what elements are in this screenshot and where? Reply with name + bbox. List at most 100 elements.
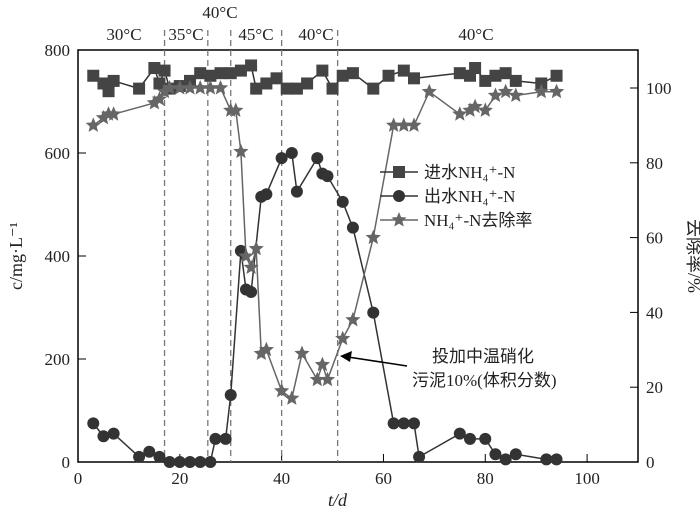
y-tick-label: 800 bbox=[45, 41, 71, 60]
star-point bbox=[487, 87, 504, 102]
square-point bbox=[133, 82, 146, 95]
temperature-label: 40°C bbox=[458, 25, 493, 44]
star-point bbox=[238, 248, 254, 263]
star-point bbox=[151, 91, 168, 106]
square-point bbox=[550, 69, 563, 82]
circle-point bbox=[397, 417, 410, 430]
circle-point bbox=[499, 453, 512, 466]
circle-point bbox=[336, 195, 349, 208]
circle-point bbox=[204, 456, 217, 468]
y2-tick-label: 60 bbox=[646, 229, 663, 248]
star-point bbox=[228, 102, 244, 117]
circle-point bbox=[133, 450, 146, 463]
y-tick-label: 400 bbox=[45, 247, 71, 266]
square-point bbox=[326, 82, 339, 95]
star-point bbox=[498, 83, 514, 99]
circle-point bbox=[367, 306, 380, 319]
star-point bbox=[548, 83, 565, 99]
star-point bbox=[462, 102, 478, 117]
y2-tick-label: 100 bbox=[646, 79, 672, 98]
star-point bbox=[146, 95, 162, 110]
x-tick-label: 80 bbox=[477, 469, 494, 488]
star-point bbox=[192, 80, 208, 95]
star-point bbox=[85, 117, 101, 132]
square-point bbox=[290, 82, 303, 95]
star-point bbox=[95, 109, 112, 125]
circle-point bbox=[509, 448, 522, 461]
star-point bbox=[467, 98, 483, 114]
star-point bbox=[182, 80, 198, 95]
y-tick-label: 200 bbox=[45, 350, 71, 369]
legend-label: NH₄⁺-N去除率 bbox=[424, 211, 532, 230]
square-point bbox=[301, 77, 314, 90]
y2-tick-label: 0 bbox=[646, 453, 655, 472]
legend-marker bbox=[391, 212, 407, 227]
circle-point bbox=[540, 453, 553, 466]
star-point bbox=[314, 356, 330, 372]
circle-point bbox=[489, 448, 502, 461]
temperature-label: 40°C bbox=[202, 3, 237, 22]
circle-point bbox=[143, 445, 156, 458]
star-point bbox=[294, 345, 310, 360]
circle-point bbox=[346, 221, 359, 234]
legend-marker bbox=[393, 190, 405, 202]
circle-point bbox=[107, 427, 120, 440]
square-point bbox=[469, 62, 482, 75]
circle-point bbox=[311, 152, 324, 165]
square-point bbox=[408, 72, 420, 85]
circle-point bbox=[97, 430, 110, 443]
circle-point bbox=[173, 456, 186, 468]
star-point bbox=[172, 80, 188, 95]
square-point bbox=[453, 67, 466, 80]
square-point bbox=[535, 77, 548, 90]
star-point bbox=[396, 117, 412, 132]
circle-point bbox=[260, 188, 273, 201]
x-tick-label: 0 bbox=[74, 469, 83, 488]
star-point bbox=[212, 80, 229, 95]
square-point bbox=[280, 82, 293, 95]
circle-point bbox=[219, 432, 232, 445]
star-point bbox=[248, 240, 264, 256]
square-point bbox=[245, 59, 258, 72]
star-point bbox=[156, 83, 173, 99]
circle-point bbox=[408, 417, 420, 430]
y2-axis-label: 去除率/% bbox=[684, 219, 700, 293]
star-point bbox=[243, 259, 259, 274]
circle-point bbox=[245, 286, 258, 299]
y2-tick-label: 20 bbox=[646, 378, 663, 397]
legend-label: 进水NH₄⁺-N bbox=[424, 163, 515, 182]
square-point bbox=[346, 67, 359, 80]
annotation-line1: 投加中温硝化 bbox=[432, 347, 534, 366]
star-point bbox=[421, 83, 437, 99]
y-axis-label: c/mg·L⁻¹ bbox=[6, 222, 26, 290]
star-point bbox=[162, 80, 178, 95]
star-point bbox=[477, 102, 493, 117]
square-point bbox=[107, 74, 120, 87]
temperature-label: 40°C bbox=[298, 25, 333, 44]
star-point bbox=[345, 311, 361, 327]
circle-point bbox=[321, 170, 334, 183]
circle-point bbox=[153, 450, 166, 463]
star-point bbox=[274, 382, 290, 398]
circle-point bbox=[275, 152, 288, 165]
star-point bbox=[319, 371, 336, 387]
star-point bbox=[365, 229, 381, 245]
annotation-line2: 污泥10%(体积分数) bbox=[412, 371, 556, 390]
annotation-arrowhead bbox=[340, 351, 352, 362]
temperature-label: 30°C bbox=[106, 25, 141, 44]
star-point bbox=[335, 330, 351, 346]
x-axis-label: t/d bbox=[328, 490, 348, 510]
star-point bbox=[452, 106, 468, 121]
square-point bbox=[214, 67, 227, 80]
circle-point bbox=[87, 417, 100, 430]
y2-tick-label: 80 bbox=[646, 154, 663, 173]
x-tick-label: 20 bbox=[171, 469, 188, 488]
y-tick-label: 600 bbox=[45, 144, 71, 163]
circle-point bbox=[224, 389, 237, 402]
star-point bbox=[533, 83, 549, 99]
square-point bbox=[489, 69, 502, 82]
legend-label: 出水NH₄⁺-N bbox=[424, 187, 515, 206]
star-point bbox=[253, 345, 269, 360]
